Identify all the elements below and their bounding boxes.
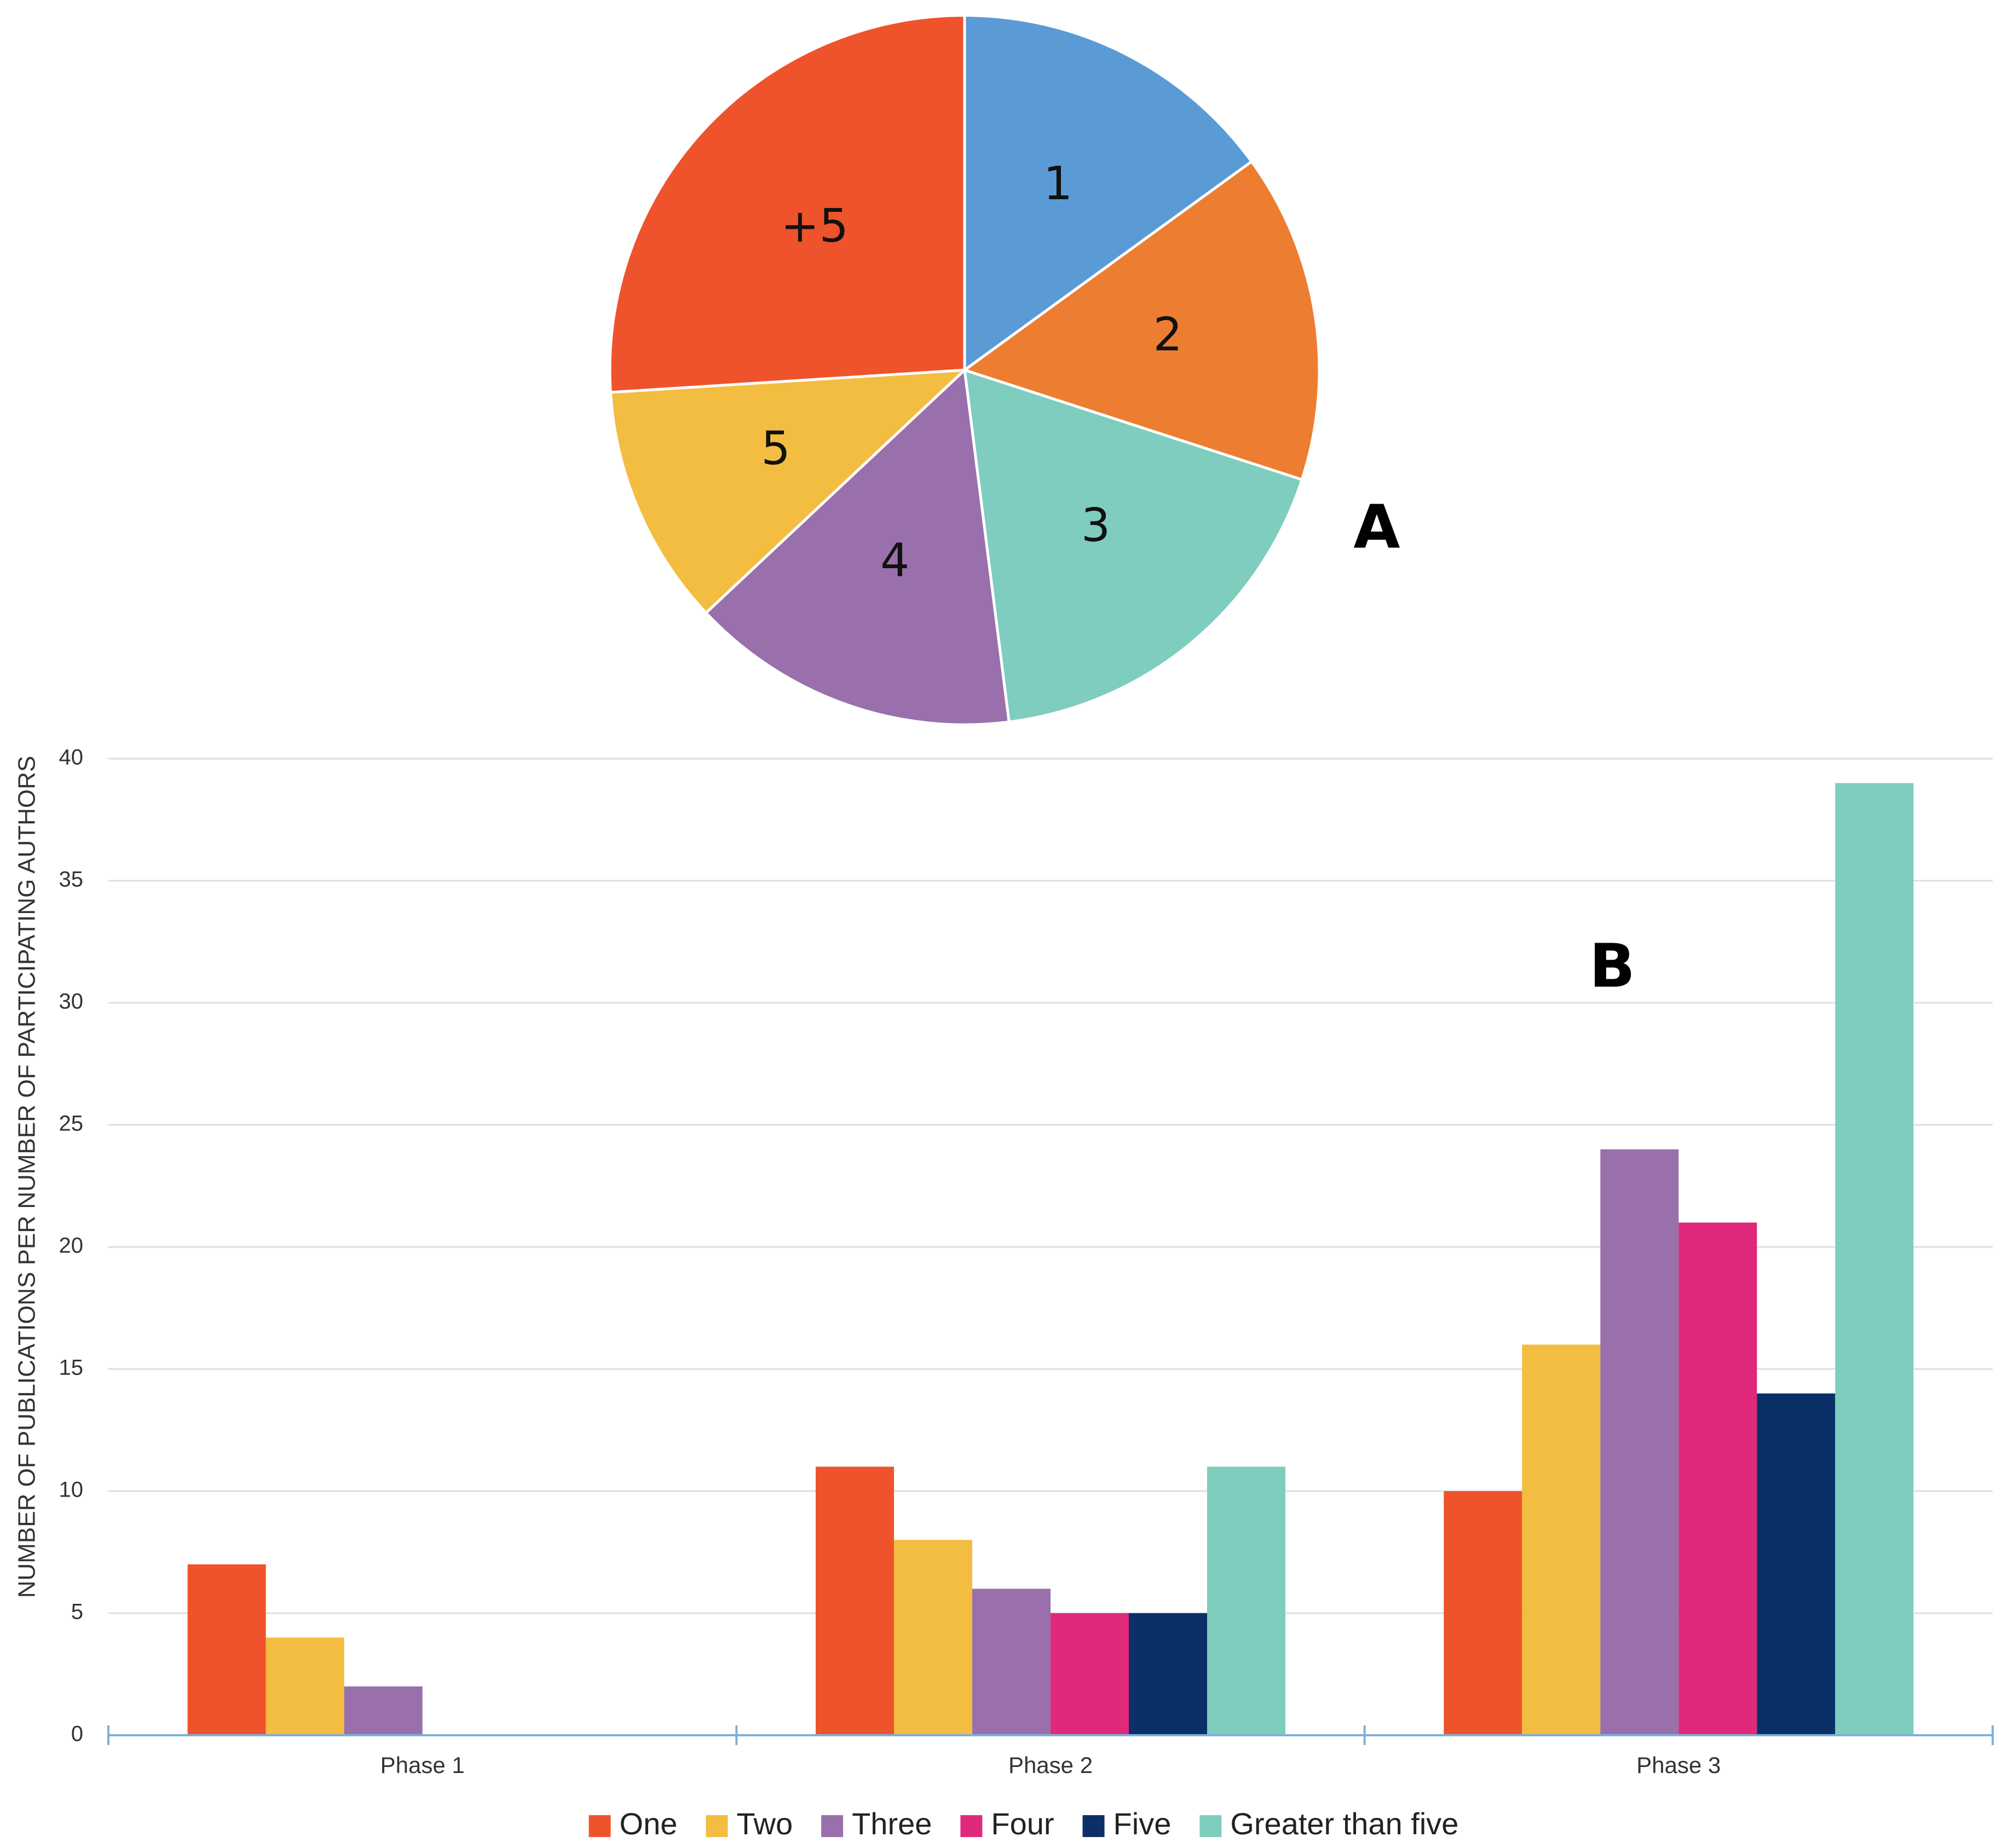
legend-swatch-one — [588, 1815, 611, 1837]
pie-slice-plus5 — [608, 14, 966, 394]
pie-slice-1 — [963, 14, 1254, 373]
y-tick-label-20: 20 — [59, 1234, 84, 1258]
legend-label-two: Two — [736, 1806, 793, 1841]
x-tick-label-phase-2: Phase 2 — [1008, 1752, 1093, 1778]
legend-label-five: Five — [1113, 1806, 1172, 1841]
panel-label-a: A — [1353, 492, 1400, 562]
y-tick-label-0: 0 — [71, 1722, 83, 1746]
pie-label-2: 2 — [1153, 308, 1182, 361]
pie-chart: 1 2 3 4 5 +5 — [608, 14, 1321, 726]
pie-slice-4 — [704, 367, 1011, 726]
bar-phase-2-two — [894, 1540, 972, 1735]
bar-phase-3-four — [1678, 1222, 1757, 1735]
bar-phase-2-four — [1051, 1613, 1129, 1735]
legend-swatch-greater-than-five — [1199, 1815, 1222, 1837]
bar-phase-3-five — [1757, 1393, 1836, 1735]
y-tick-label-30: 30 — [59, 990, 84, 1014]
bar-phase-1-one — [187, 1564, 266, 1735]
y-tick-label-25: 25 — [59, 1112, 84, 1136]
y-tick-label-40: 40 — [59, 746, 84, 770]
legend-swatch-four — [960, 1815, 983, 1837]
bar-phase-2-five — [1129, 1613, 1207, 1735]
bar-phase-1-three — [344, 1686, 423, 1735]
x-tick-label-phase-1: Phase 1 — [380, 1752, 465, 1778]
y-tick-label-15: 15 — [59, 1356, 84, 1380]
y-tick-label-35: 35 — [59, 868, 84, 892]
legend: One Two Three Four Five Greater than five — [588, 1806, 1458, 1841]
legend-swatch-two — [706, 1815, 728, 1837]
pie-label-1: 1 — [1043, 157, 1072, 210]
pie-label-4: 4 — [880, 534, 909, 587]
bar-phase-2-one — [816, 1466, 894, 1735]
legend-label-three: Three — [852, 1806, 932, 1841]
pie-slice-5 — [609, 368, 968, 615]
bar-chart: 0 5 10 15 20 25 30 35 40 Phase 1 Phase 2 Phase 3 N… — [14, 746, 1994, 1841]
bar-phase-2-greater-than-five — [1207, 1466, 1285, 1735]
bar-phase-1-two — [266, 1637, 344, 1735]
bar-phase-3-greater-than-five — [1835, 783, 1914, 1735]
legend-label-greater-than-five: Greater than five — [1230, 1806, 1458, 1841]
bars — [187, 783, 1914, 1735]
y-axis-ticks: 0 5 10 15 20 25 30 35 40 — [59, 746, 84, 1746]
pie-label-3: 3 — [1081, 499, 1110, 552]
pie-label-plus5: +5 — [781, 199, 849, 253]
x-axis: Phase 1 Phase 2 Phase 3 — [107, 1725, 1994, 1778]
legend-swatch-five — [1082, 1815, 1105, 1837]
y-tick-label-5: 5 — [71, 1600, 83, 1624]
bar-phase-3-three — [1600, 1149, 1679, 1735]
y-axis-label: NUMBER OF PUBLICATIONS PER NUMBER OF PAR… — [14, 756, 41, 1598]
legend-swatch-three — [821, 1815, 844, 1837]
pie-slice-3 — [963, 368, 1304, 724]
pie-slice-2 — [961, 159, 1321, 482]
legend-label-four: Four — [991, 1806, 1054, 1841]
panel-label-b: B — [1589, 931, 1635, 1001]
legend-label-one: One — [620, 1806, 678, 1841]
bar-phase-3-two — [1522, 1344, 1601, 1735]
bar-phase-2-three — [972, 1589, 1051, 1735]
x-tick-label-phase-3: Phase 3 — [1636, 1752, 1721, 1778]
y-tick-label-10: 10 — [59, 1478, 84, 1502]
pie-label-5: 5 — [761, 421, 790, 475]
bar-phase-3-one — [1444, 1491, 1522, 1735]
